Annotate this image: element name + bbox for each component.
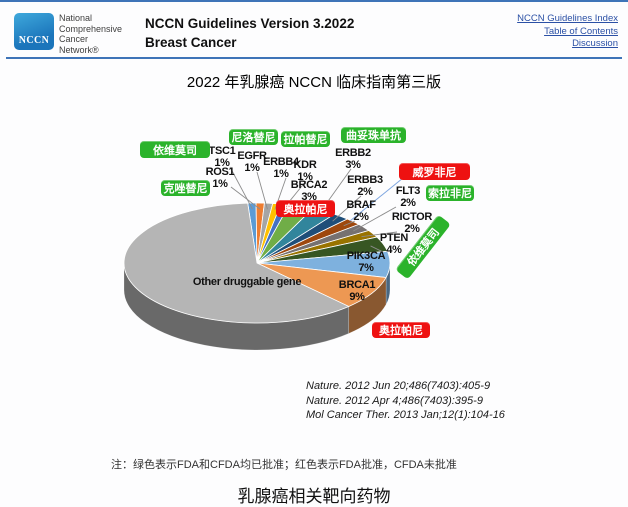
leader-line-ros1 (230, 186, 261, 210)
page-title: 2022 年乳腺癌 NCCN 临床指南第三版 (186, 74, 442, 91)
chart-caption: 乳腺癌相关靶向药物 (237, 487, 391, 506)
citation: Mol Cancer Ther. 2013 Jan;12(1):104-16 (306, 409, 505, 421)
citations: Nature. 2012 Jun 20;486(7403):405-9 Natu… (306, 379, 505, 423)
guideline-title-line1: NCCN Guidelines Version 3.2022 (145, 16, 355, 31)
guideline-title: NCCN Guidelines Version 3.2022 Breast Ca… (145, 14, 354, 52)
org-name-line: Network® (59, 44, 99, 55)
leader-line-erbb3 (332, 195, 362, 222)
org-name-line: Comprehensive (59, 23, 123, 34)
org-name-line: National (59, 13, 93, 23)
leader-line-vemurafenib (349, 177, 404, 222)
org-name: National Comprehensive Cancer Network® (59, 13, 122, 55)
leader-line-rictor (361, 231, 398, 238)
leader-line-braf (343, 220, 356, 227)
nccn-logo-text: NCCN (18, 35, 50, 46)
leader-line-tsc1 (229, 166, 253, 210)
guideline-title-line2: Breast Cancer (145, 35, 237, 50)
citation: Nature. 2012 Apr 4;486(7403):395-9 (306, 394, 483, 407)
header-nav: NCCN Guidelines Index Table of Contents … (517, 13, 618, 51)
pie-slice-other-druggable-gene (123, 202, 350, 324)
org-name-line: Cancer (59, 34, 89, 44)
header-divider (6, 57, 622, 59)
top-border-line (0, 0, 628, 2)
nav-link-discussion[interactable]: Discussion (572, 38, 618, 49)
leader-line-egfr (256, 171, 268, 210)
nav-link-guidelines-index[interactable]: NCCN Guidelines Index (517, 13, 618, 24)
approval-note: 注：绿色表示FDA和CFDA均已批准；红色表示FDA批准，CFDA未批准 (111, 459, 457, 471)
nav-link-table-of-contents[interactable]: Table of Contents (544, 25, 618, 37)
citation: Nature. 2012 Jun 20;486(7403):405-9 (306, 380, 491, 392)
nccn-logo: NCCN (14, 13, 54, 50)
leader-line-flt3 (353, 206, 397, 232)
leader-line-pten (370, 245, 384, 253)
